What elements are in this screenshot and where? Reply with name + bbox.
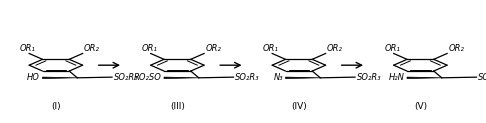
Text: (I): (I) [51, 102, 61, 111]
Text: OR₁: OR₁ [20, 44, 35, 53]
Text: SO₂R₃: SO₂R₃ [235, 73, 260, 82]
Text: OR₂: OR₂ [327, 44, 343, 53]
Text: (IV): (IV) [291, 102, 307, 111]
Text: OR₁: OR₁ [384, 44, 400, 53]
Text: SO₂R₃: SO₂R₃ [356, 73, 381, 82]
Text: RO₂SO: RO₂SO [134, 73, 161, 82]
Polygon shape [43, 77, 77, 79]
Text: H₂N: H₂N [389, 73, 404, 82]
Text: OR₂: OR₂ [206, 44, 222, 53]
Text: HO: HO [27, 73, 40, 82]
Text: OR₂: OR₂ [84, 44, 100, 53]
Polygon shape [285, 77, 320, 79]
Text: OR₂: OR₂ [449, 44, 465, 53]
Polygon shape [407, 77, 442, 79]
Text: (V): (V) [414, 102, 427, 111]
Text: OR₁: OR₁ [263, 44, 278, 53]
Text: N₃: N₃ [274, 73, 283, 82]
Polygon shape [164, 77, 199, 79]
Text: SO₂R₃: SO₂R₃ [478, 73, 486, 82]
Text: (III): (III) [170, 102, 185, 111]
Text: OR₁: OR₁ [141, 44, 157, 53]
Text: SO₂R₃: SO₂R₃ [114, 73, 138, 82]
